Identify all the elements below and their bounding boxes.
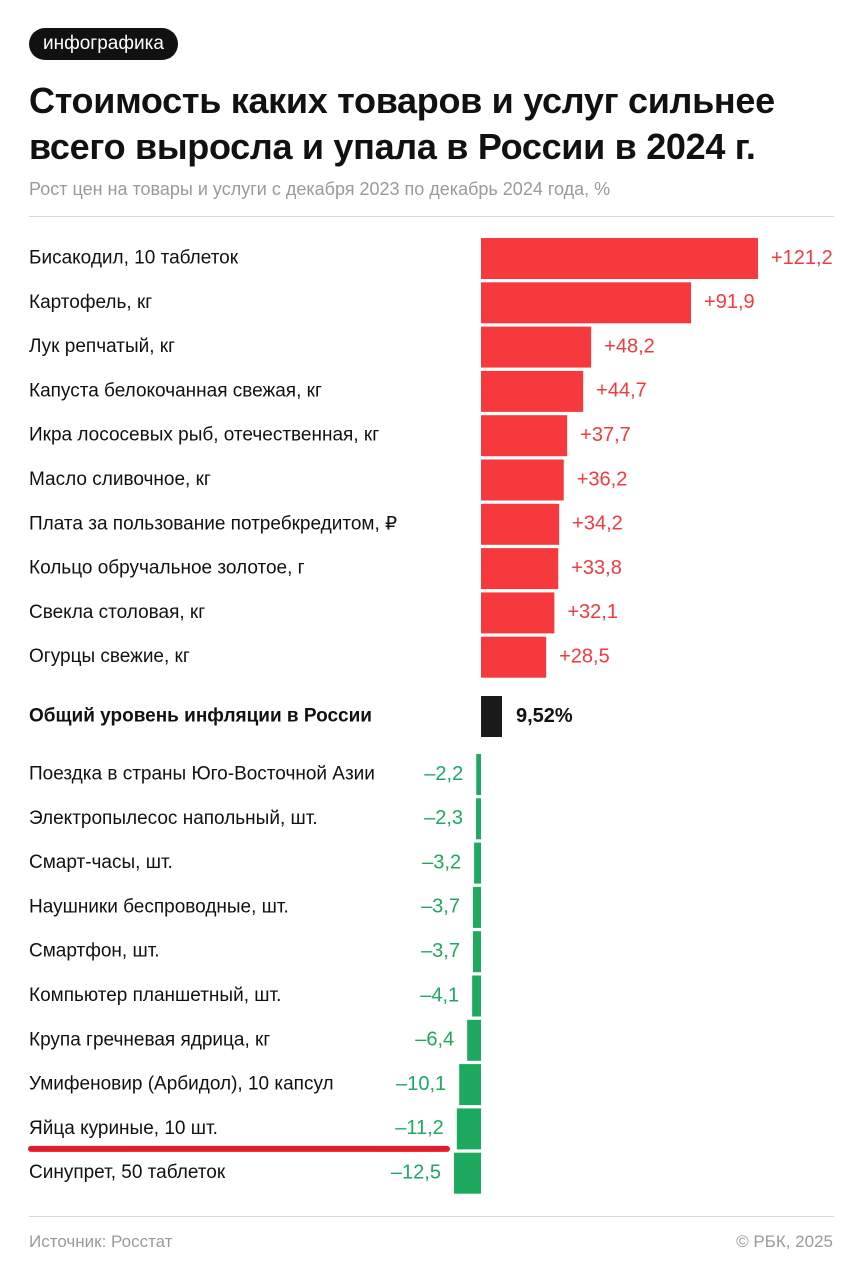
value-label: –4,1 bbox=[420, 984, 459, 1006]
bar-increase bbox=[481, 503, 560, 545]
category-label: Смартфон, шт. bbox=[29, 941, 160, 962]
value-label: –6,4 bbox=[415, 1029, 454, 1051]
category-label: Крупа гречневая ядрица, кг bbox=[29, 1029, 270, 1050]
value-label: +91,9 bbox=[704, 291, 755, 313]
bar-increase bbox=[481, 370, 584, 412]
bar-increase bbox=[481, 592, 555, 634]
category-label: Смарт-часы, шт. bbox=[29, 852, 173, 873]
category-label: Электропылесос напольный, шт. bbox=[29, 808, 318, 829]
infographic-badge: инфографика bbox=[29, 28, 178, 60]
bar-decrease bbox=[454, 1152, 481, 1194]
bar-decrease bbox=[474, 842, 481, 884]
inflation-value-label: 9,52% bbox=[516, 705, 573, 727]
category-label: Свекла столовая, кг bbox=[29, 602, 205, 623]
category-label: Икра лососевых рыб, отечественная, кг bbox=[29, 425, 379, 446]
value-label: +121,2 bbox=[771, 247, 833, 269]
value-label: –10,1 bbox=[396, 1073, 446, 1095]
bar-increase bbox=[481, 636, 547, 678]
category-label: Поездка в страны Юго-Восточной Азии bbox=[29, 764, 375, 785]
bar-decrease bbox=[473, 886, 481, 928]
value-label: +48,2 bbox=[604, 335, 655, 357]
category-label: Плата за пользование потребкредитом, ₽ bbox=[29, 513, 397, 534]
category-label: Компьютер планшетный, шт. bbox=[29, 985, 281, 1006]
value-label: –3,2 bbox=[422, 851, 461, 873]
bottom-divider bbox=[29, 1216, 834, 1217]
value-label: –12,5 bbox=[391, 1161, 441, 1183]
bar-increase bbox=[481, 548, 559, 590]
value-label: +33,8 bbox=[571, 557, 622, 579]
bar-decrease bbox=[476, 754, 481, 795]
bar-decrease bbox=[467, 1019, 481, 1061]
bar-decrease bbox=[459, 1064, 481, 1106]
value-label: +32,1 bbox=[567, 601, 618, 623]
value-label: –2,2 bbox=[424, 763, 463, 785]
bar-increase bbox=[481, 415, 568, 457]
inflation-label: Общий уровень инфляции в России bbox=[29, 706, 372, 727]
bar-increase bbox=[481, 326, 592, 368]
category-label: Наушники беспроводные, шт. bbox=[29, 896, 289, 917]
bar-increase bbox=[481, 238, 758, 279]
category-label: Капуста белокочанная свежая, кг bbox=[29, 380, 322, 401]
bar-decrease bbox=[456, 1108, 481, 1150]
bar-decrease bbox=[472, 975, 481, 1017]
value-label: +44,7 bbox=[596, 380, 647, 402]
category-label: Кольцо обручальное золотое, г bbox=[29, 558, 305, 579]
bar-increase bbox=[481, 459, 564, 501]
category-label: Синупрет, 50 таблеток bbox=[29, 1162, 226, 1183]
category-label: Огурцы свежие, кг bbox=[29, 646, 190, 667]
value-label: +37,7 bbox=[580, 424, 631, 446]
category-label: Умифеновир (Арбидол), 10 капсул bbox=[29, 1074, 334, 1095]
chart-subtitle: Рост цен на товары и услуги с декабря 20… bbox=[29, 179, 611, 199]
chart-title: Стоимость каких товаров и услуг сильнее … bbox=[29, 80, 775, 167]
category-label: Бисакодил, 10 таблеток bbox=[29, 248, 239, 269]
value-label: –3,7 bbox=[421, 896, 460, 918]
bar-decrease bbox=[473, 931, 481, 973]
value-label: –2,3 bbox=[424, 807, 463, 829]
bar-inflation bbox=[481, 696, 502, 737]
category-label: Яйца куриные, 10 шт. bbox=[29, 1118, 218, 1139]
bar-decrease bbox=[476, 798, 481, 840]
category-label: Картофель, кг bbox=[29, 292, 152, 313]
top-divider bbox=[29, 216, 834, 217]
value-label: –3,7 bbox=[421, 940, 460, 962]
value-label: +28,5 bbox=[559, 645, 610, 667]
category-label: Лук репчатый, кг bbox=[29, 336, 175, 357]
bar-increase bbox=[481, 282, 692, 324]
copyright-note: © РБК, 2025 bbox=[736, 1232, 833, 1251]
source-note: Источник: Росстат bbox=[29, 1232, 173, 1251]
value-label: +36,2 bbox=[577, 468, 628, 490]
value-label: –11,2 bbox=[395, 1117, 444, 1139]
category-label: Масло сливочное, кг bbox=[29, 469, 211, 490]
value-label: +34,2 bbox=[572, 513, 623, 535]
